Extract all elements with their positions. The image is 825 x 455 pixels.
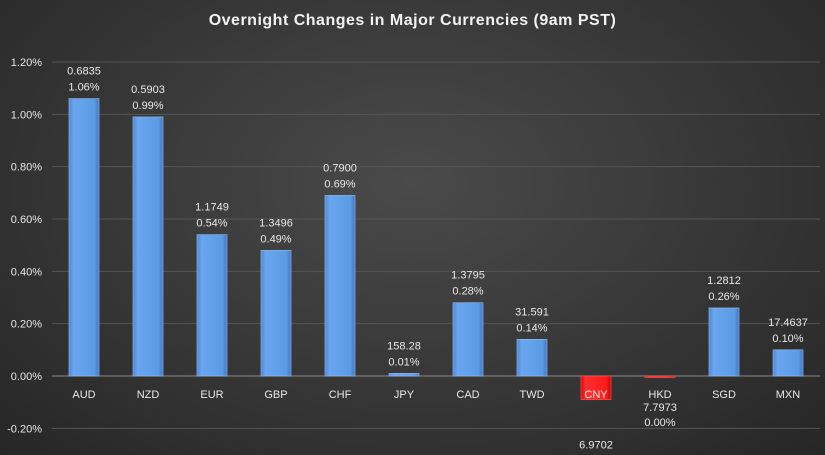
data-label: 0.28%: [452, 286, 483, 298]
bar-nzd: [132, 116, 164, 377]
y-tick-label: 0.60%: [11, 214, 42, 226]
bar-jpy: [388, 373, 420, 377]
bar-aud: [68, 98, 100, 377]
data-label: 0.99%: [132, 100, 163, 112]
y-tick-label: 1.20%: [11, 57, 42, 69]
x-tick-label: GBP: [264, 389, 287, 401]
x-tick-label: AUD: [72, 389, 95, 401]
data-label: 1.06%: [68, 82, 99, 94]
data-label: 0.01%: [388, 356, 419, 368]
rate-label: 17.4637: [768, 317, 808, 329]
y-tick-label: 1.00%: [11, 109, 42, 121]
x-tick-label: EUR: [200, 389, 223, 401]
bar-gbp: [260, 250, 292, 377]
x-tick-label: HKD: [648, 389, 671, 401]
data-label: 0.14%: [516, 322, 547, 334]
x-tick-label: CNY: [584, 389, 608, 401]
rate-label: 0.5903: [131, 84, 165, 96]
x-tick-label: CHF: [329, 389, 352, 401]
y-tick-label: 0.00%: [11, 371, 42, 383]
rate-label: 7.7973: [643, 402, 677, 414]
bar-eur: [196, 234, 228, 377]
rate-label: 0.7900: [323, 162, 357, 174]
y-tick-label: 0.20%: [11, 319, 42, 331]
data-label: 0.26%: [708, 291, 739, 303]
x-tick-label: MXN: [776, 389, 801, 401]
bar-sgd: [708, 307, 740, 377]
x-tick-label: SGD: [712, 389, 736, 401]
bar-mxn: [772, 349, 804, 377]
y-tick-label: 0.40%: [11, 266, 42, 278]
rate-label: 6.9702: [579, 440, 613, 452]
bar-twd: [516, 339, 548, 377]
y-tick-label: 0.80%: [11, 162, 42, 174]
data-label: 0.10%: [772, 333, 803, 345]
data-label: 0.49%: [260, 233, 291, 245]
rate-label: 1.3795: [451, 270, 485, 282]
y-tick-label: -0.20%: [7, 423, 42, 435]
data-label: 0.00%: [644, 417, 675, 429]
x-tick-label: CAD: [456, 389, 479, 401]
bar-chf: [324, 195, 356, 377]
rate-label: 1.3496: [259, 217, 293, 229]
x-tick-label: NZD: [137, 389, 160, 401]
rate-label: 1.1749: [195, 202, 229, 214]
bar-cad: [452, 302, 484, 377]
rate-label: 31.591: [515, 306, 549, 318]
data-label: 0.69%: [324, 178, 355, 190]
rate-label: 158.28: [387, 340, 421, 352]
chart-title: Overnight Changes in Major Currencies (9…: [208, 12, 617, 29]
rate-label: 0.6835: [67, 66, 101, 78]
x-tick-label: TWD: [519, 389, 544, 401]
rate-label: 1.2812: [707, 275, 741, 287]
bar-cny: [580, 375, 612, 400]
bar-hkd: [644, 375, 676, 378]
x-tick-label: JPY: [394, 389, 415, 401]
data-label: 0.54%: [196, 218, 227, 230]
